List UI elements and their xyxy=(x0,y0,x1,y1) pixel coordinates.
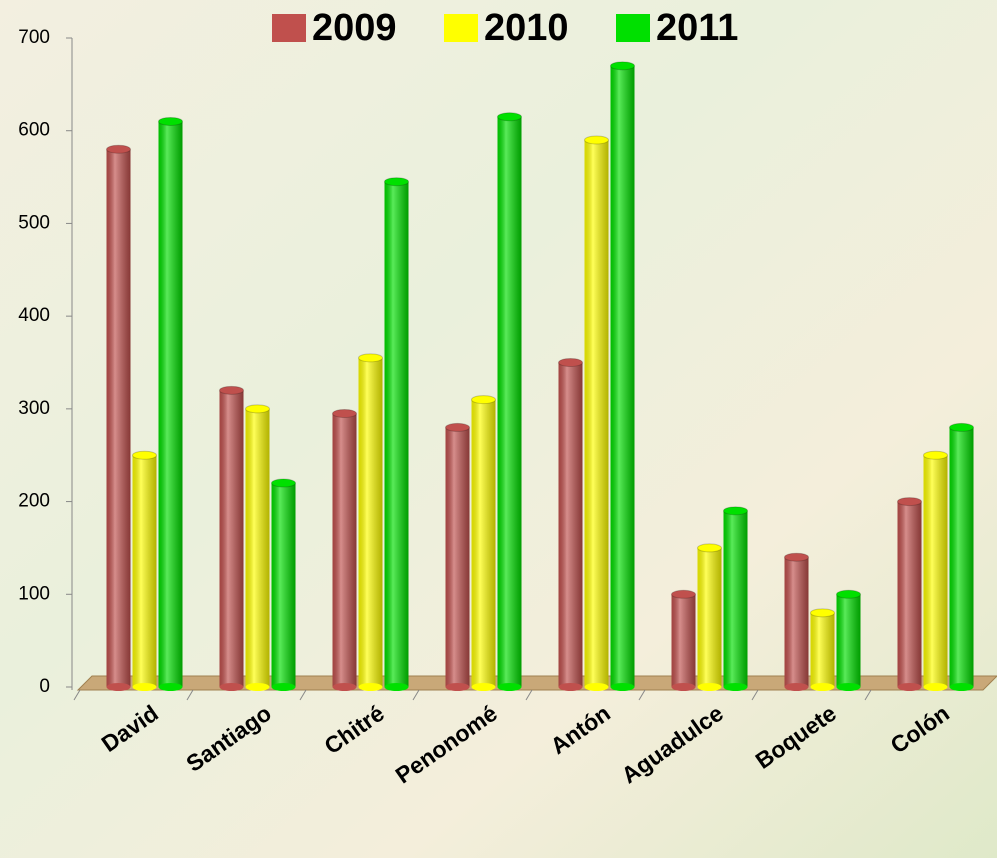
bar-base xyxy=(471,683,496,691)
bar-cap xyxy=(132,450,157,460)
bar-shading xyxy=(358,357,383,687)
bar-base xyxy=(158,683,183,691)
bar-cap xyxy=(723,506,748,516)
bar-shading xyxy=(949,427,974,687)
bar-base xyxy=(671,683,696,691)
bar-cap xyxy=(271,478,296,488)
bar-shading xyxy=(671,594,696,687)
bar-base xyxy=(358,683,383,691)
y-tick-label: 500 xyxy=(18,212,50,233)
bar-base xyxy=(384,683,409,691)
x-tick xyxy=(299,689,307,701)
bar-cap xyxy=(671,589,696,599)
y-tick-label: 300 xyxy=(18,398,50,419)
bar-shading xyxy=(923,455,948,687)
bar-cap xyxy=(584,135,609,145)
bar-base xyxy=(784,683,809,691)
bar-cap xyxy=(497,112,522,122)
bar-cap xyxy=(697,543,722,553)
y-tick-label: 700 xyxy=(18,27,50,48)
bar-base xyxy=(923,683,948,691)
bar-shading xyxy=(836,594,861,687)
legend-label: 2009 xyxy=(312,7,397,49)
bar-shading xyxy=(332,413,357,687)
x-tick xyxy=(73,689,81,701)
bar-shading xyxy=(558,362,583,687)
bar-cap xyxy=(949,422,974,432)
bar-base xyxy=(949,683,974,691)
bar-cap xyxy=(558,358,583,367)
bar-shading xyxy=(723,510,748,687)
bar-base xyxy=(810,683,835,691)
y-tick-label: 200 xyxy=(18,491,50,512)
bar-cap xyxy=(384,177,409,187)
bar-shading xyxy=(497,116,522,688)
bar-cap xyxy=(836,589,861,599)
y-tick-label: 600 xyxy=(18,120,50,141)
bar-cap xyxy=(106,144,131,154)
bar-base xyxy=(445,683,470,691)
bar-base xyxy=(836,683,861,691)
bar-cap xyxy=(610,61,635,71)
bar-cap xyxy=(810,608,835,618)
bar-base xyxy=(584,683,609,691)
bar-base xyxy=(219,683,244,691)
bar-cap xyxy=(332,408,357,418)
bar-base xyxy=(558,683,583,691)
bar-base xyxy=(106,683,131,691)
bar-shading xyxy=(445,427,470,687)
bar-shading xyxy=(271,483,296,687)
bar-base xyxy=(697,683,722,691)
bar-base xyxy=(332,683,357,691)
bar-shading xyxy=(158,121,183,687)
bar-shading xyxy=(897,501,922,687)
bar-base xyxy=(271,683,296,691)
bar-cap xyxy=(923,450,948,460)
bar-base xyxy=(897,683,922,691)
bar-shading xyxy=(784,557,809,687)
bar-shading xyxy=(697,547,722,687)
bar-shading xyxy=(245,408,270,687)
x-tick xyxy=(864,689,872,701)
bar-shading xyxy=(810,612,835,687)
bar-cap xyxy=(471,395,496,405)
x-tick xyxy=(525,689,533,701)
x-tick xyxy=(638,689,646,701)
x-tick xyxy=(751,689,759,701)
bar-cap xyxy=(219,385,244,395)
y-tick-label: 400 xyxy=(18,305,50,326)
bar-base xyxy=(723,683,748,691)
y-tick-label: 0 xyxy=(39,676,50,697)
x-tick xyxy=(412,689,420,701)
bar-shading xyxy=(610,65,635,688)
bar-cap xyxy=(897,497,922,507)
bar-base xyxy=(497,683,522,691)
bar-shading xyxy=(132,455,157,687)
legend-swatch xyxy=(616,14,650,42)
legend-label: 2010 xyxy=(484,7,569,49)
bar-cap xyxy=(158,116,183,126)
bar-cap xyxy=(358,353,383,363)
bar-base xyxy=(245,683,270,691)
bar-shading xyxy=(471,399,496,687)
legend-swatch xyxy=(444,14,478,42)
bar-cap xyxy=(784,552,809,562)
y-tick-label: 100 xyxy=(18,583,50,604)
legend-swatch xyxy=(272,14,306,42)
legend-label: 2011 xyxy=(656,7,738,49)
bar-cap xyxy=(245,404,270,414)
bar-shading xyxy=(584,139,609,687)
bar-cap xyxy=(445,422,470,432)
bar-shading xyxy=(384,181,409,687)
bar-base xyxy=(132,683,157,691)
bar-base xyxy=(610,683,635,691)
x-tick xyxy=(186,689,194,701)
bar-shading xyxy=(219,390,244,687)
bar-shading xyxy=(106,149,131,687)
